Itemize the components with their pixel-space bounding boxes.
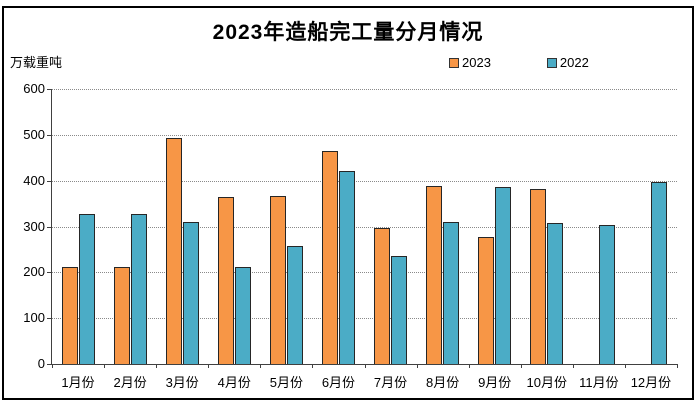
bar-2022-month-12 [651,182,667,364]
x-tick-label-1: 1月份 [61,375,95,390]
x-tick-label-7: 7月份 [373,375,408,390]
y-tick-mark [47,226,51,228]
x-tick-label-2: 2月份 [113,375,147,390]
y-tick-mark [47,318,51,320]
x-tick-mark [417,364,418,368]
x-tick-label-3: 3月份 [165,375,199,390]
x-tick-mark [365,364,366,368]
y-tick-label-400: 400 [23,172,45,188]
bar-2023-month-2 [114,267,130,364]
y-tick-label-200: 200 [23,264,45,280]
y-axis-unit-label: 万载重吨 [10,55,63,70]
bar-2022-month-10 [547,223,563,364]
x-tick-mark [521,364,522,368]
legend-label-2023: 2023 [462,55,491,70]
x-tick-mark [625,364,626,368]
x-tick-label-9: 9月份 [478,375,512,390]
bar-2022-month-6 [339,171,355,364]
y-tick-mark [47,180,51,182]
x-tick-mark [104,364,105,368]
bar-2023-month-7 [374,228,390,364]
x-tick-mark [260,364,261,368]
bar-2023-month-10 [530,189,546,364]
bar-2022-month-8 [443,222,459,364]
chart-title: 2023年造船完工量分月情况 [212,21,484,44]
bar-2022-month-9 [495,187,511,364]
bar-2023-month-8 [426,186,442,364]
bar-2023-month-9 [478,237,494,364]
gridline-100 [52,318,677,320]
gridline-200 [52,272,677,274]
y-tick-mark [47,272,51,274]
bar-2022-month-1 [79,214,95,364]
legend-item-2023: 2023 [449,55,491,70]
plot-area: 0 100 200 300 400 500 600 1月份 2月份 3月份 4月份 5月份 6月份 7月份… [23,81,678,390]
x-tick-label-5: 5月份 [269,375,303,390]
bar-2023-month-1 [62,267,78,364]
gridline-300 [52,226,677,228]
y-tick-label-0: 0 [37,356,45,371]
y-tick-label-600: 600 [23,81,45,96]
legend-item-2022: 2022 [546,55,589,70]
bar-2023-month-3 [166,138,182,364]
gridline-500 [52,134,677,136]
x-tick-label-8: 8月份 [426,375,460,390]
bar-2022-month-3 [183,222,199,364]
legend-label-2022: 2022 [559,55,589,70]
x-tick-mark [156,364,157,368]
x-tick-label-11: 11月份 [579,375,619,390]
y-tick-mark [47,134,51,136]
gridline-600 [52,89,677,90]
bar-2022-month-11 [599,225,615,364]
x-tick-mark [677,364,678,368]
bar-2023-month-6 [322,151,338,364]
bar-2022-month-2 [131,214,147,364]
x-tick-label-6: 6月份 [321,375,356,390]
x-tick-mark [469,364,470,368]
y-tick-mark [47,89,51,90]
x-tick-mark [52,364,53,368]
legend-swatch-2022-icon [546,57,557,68]
x-tick-mark [573,364,574,368]
legend-swatch-2023-icon [449,57,459,68]
y-tick-mark [47,364,51,365]
bar-2022-month-5 [287,246,303,364]
bar-2023-month-4 [218,197,234,364]
bar-2023-month-5 [270,196,286,364]
x-tick-mark [208,364,209,368]
bar-2022-month-7 [391,256,407,364]
y-tick-label-100: 100 [23,310,45,326]
x-tick-label-10: 10月份 [526,375,568,390]
gridline-400 [52,180,677,182]
bar-2022-month-4 [235,267,251,364]
y-tick-label-500: 500 [23,126,45,142]
legend: 2023 2022 [449,55,589,70]
y-tick-label-300: 300 [23,218,45,234]
x-tick-mark [312,364,313,368]
x-tick-label-12: 12月份 [630,375,672,390]
x-tick-label-4: 4月份 [217,375,251,390]
